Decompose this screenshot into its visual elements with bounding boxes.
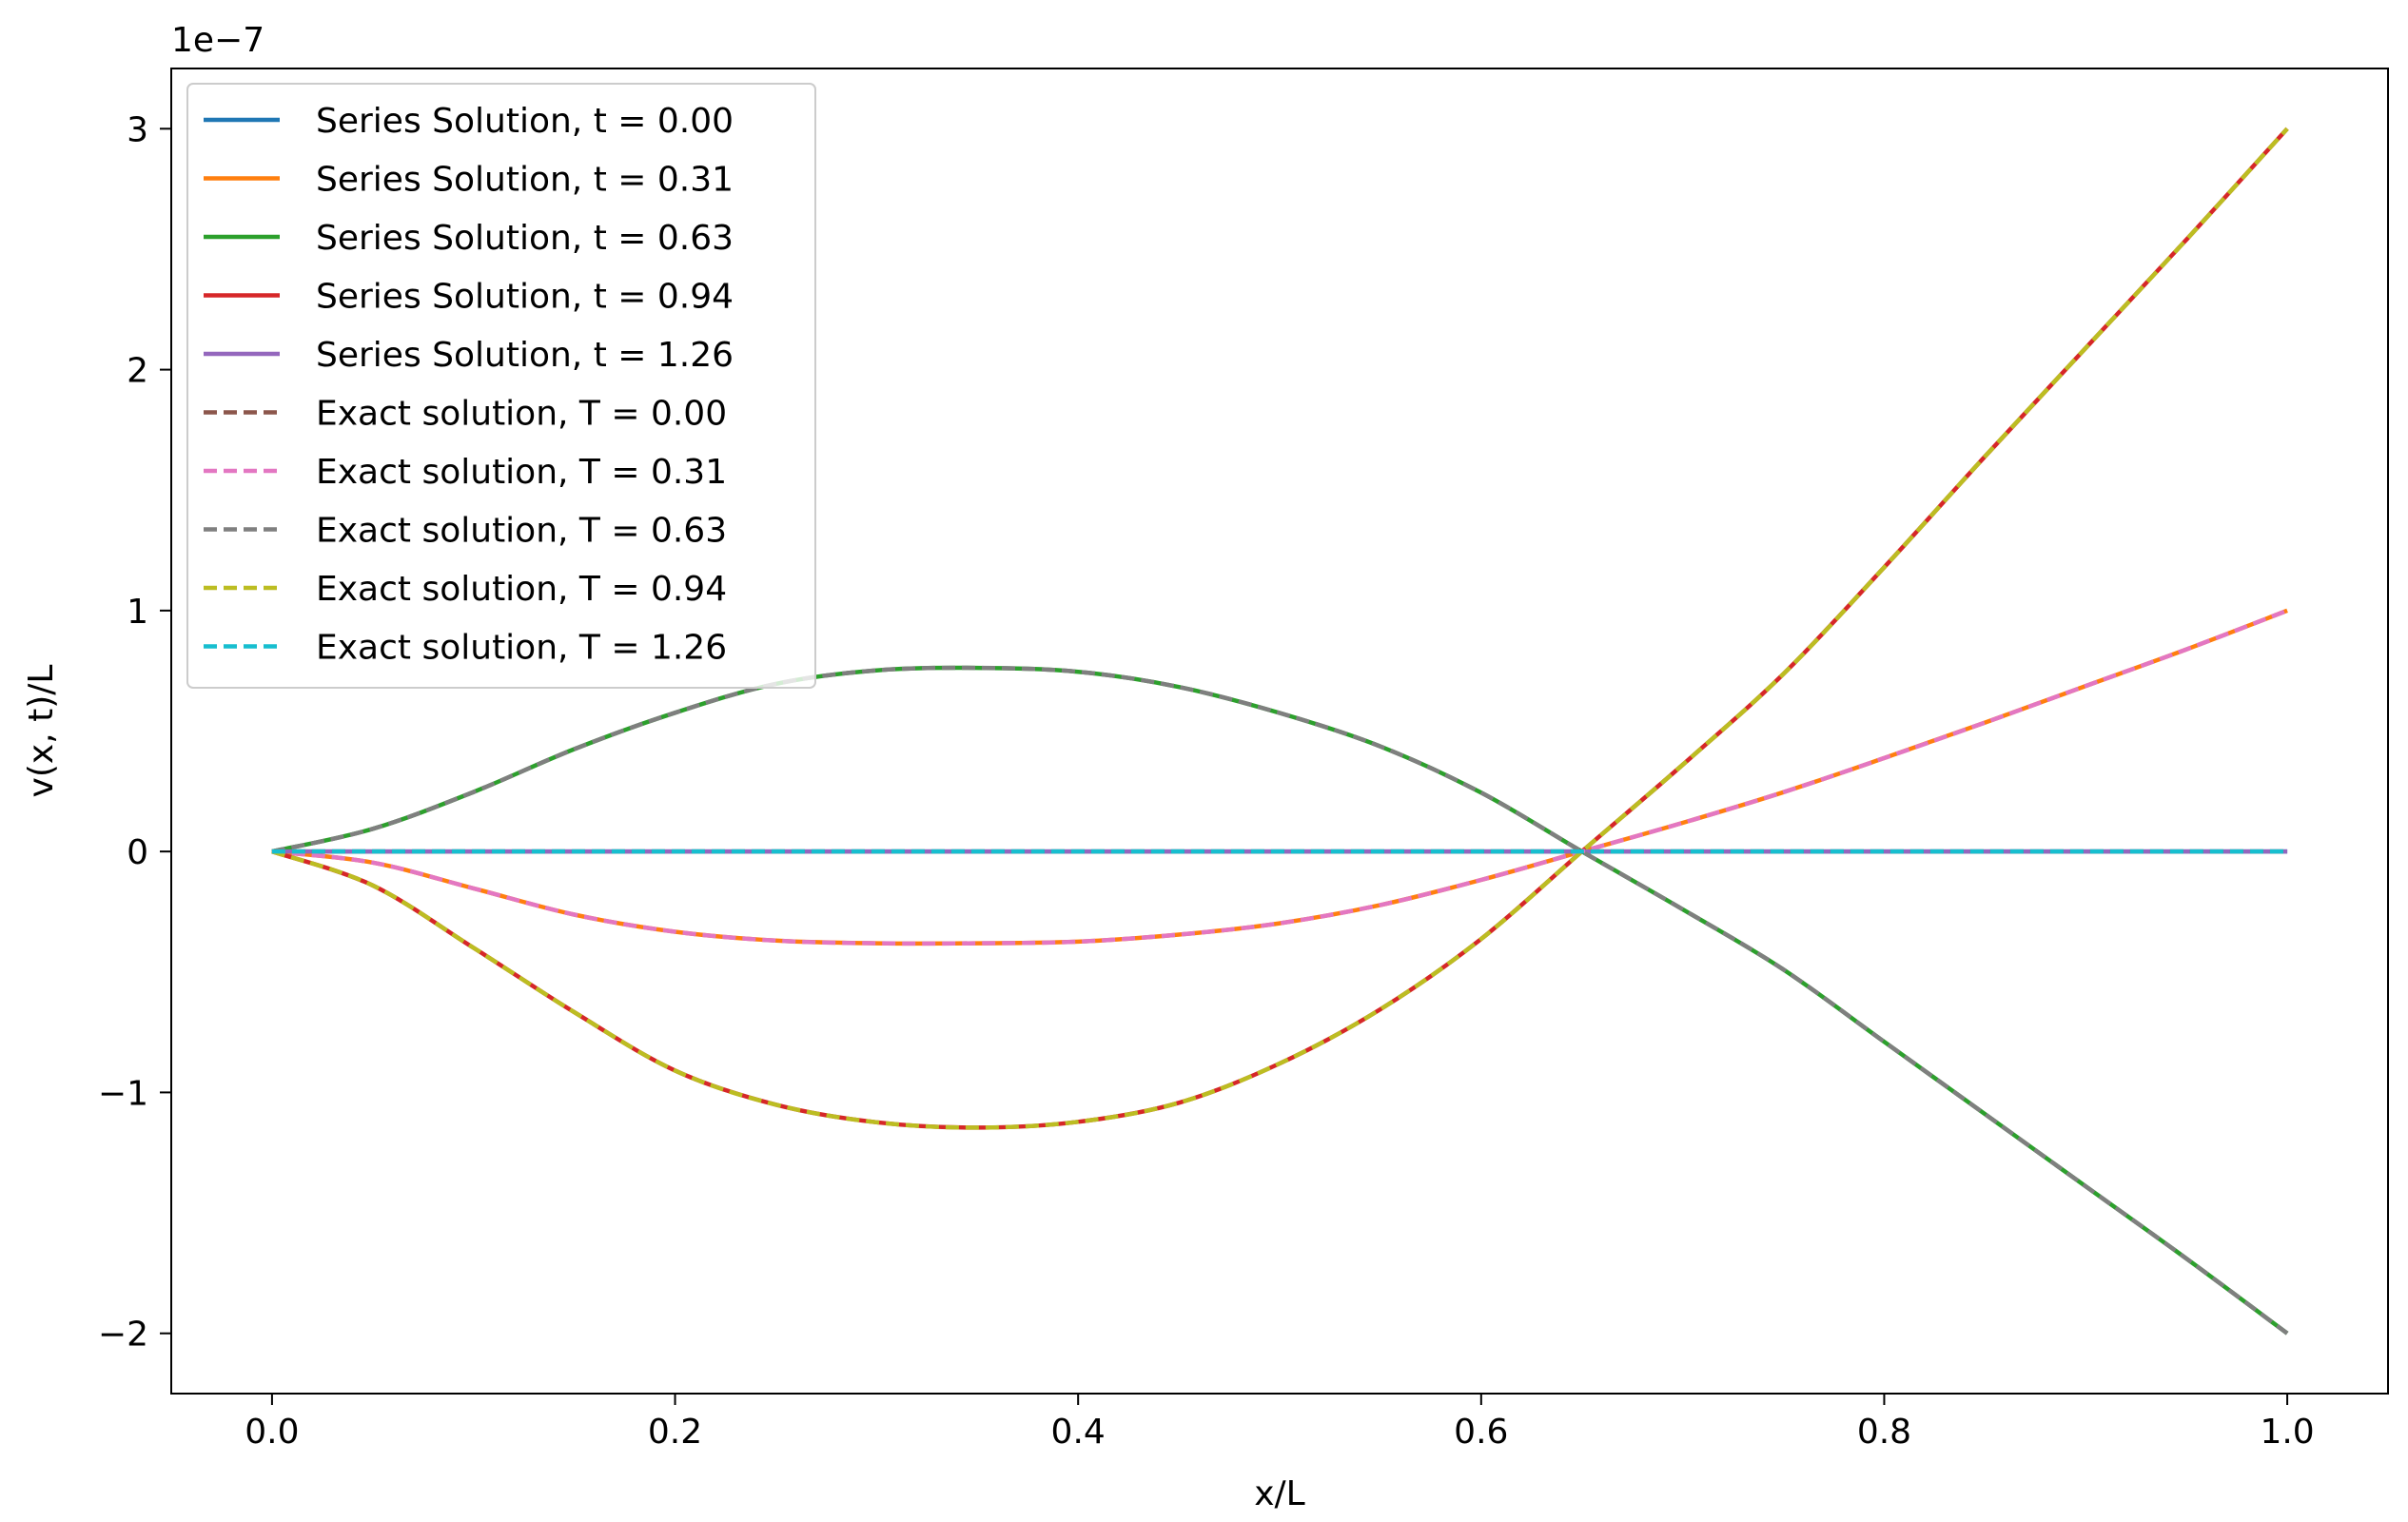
x-tick-label: 0.4 (1051, 1413, 1106, 1452)
y-tick-label: −1 (98, 1074, 148, 1113)
legend: Series Solution, t = 0.00 Series Solution… (186, 83, 816, 689)
legend-label: Series Solution, t = 0.00 (316, 102, 734, 141)
legend-label: Series Solution, t = 0.94 (316, 278, 734, 317)
y-tick-label: 1 (127, 593, 148, 632)
x-tick-label: 1.0 (2260, 1413, 2314, 1452)
y-tick-label: 0 (127, 833, 148, 872)
legend-item: Exact solution, T = 1.26 (204, 629, 727, 668)
x-tick-label: 0.0 (245, 1413, 299, 1452)
legend-label: Exact solution, T = 0.31 (316, 453, 727, 492)
legend-item: Exact solution, T = 0.94 (204, 570, 727, 609)
series-line-8 (271, 127, 2289, 1130)
legend-item: Exact solution, T = 0.63 (204, 512, 727, 551)
legend-item: Series Solution, t = 1.26 (204, 336, 734, 375)
legend-label: Series Solution, t = 1.26 (316, 336, 734, 375)
x-tick-label: 0.8 (1857, 1413, 1911, 1452)
series-layer (271, 127, 2289, 1336)
y-axis-ticks: −2 −1 0 1 2 3 (98, 110, 171, 1355)
x-tick-label: 0.2 (648, 1413, 702, 1452)
legend-label: Exact solution, T = 0.00 (316, 395, 727, 434)
legend-label: Exact solution, T = 0.63 (316, 512, 727, 551)
legend-label: Series Solution, t = 0.63 (316, 219, 734, 258)
legend-label: Exact solution, T = 0.94 (316, 570, 727, 609)
legend-item: Exact solution, T = 0.31 (204, 453, 727, 492)
plot-area-frame (170, 68, 2389, 1395)
legend-item: Series Solution, t = 0.31 (204, 161, 734, 200)
legend-item: Exact solution, T = 0.00 (204, 395, 727, 434)
legend-label: Series Solution, t = 0.31 (316, 161, 734, 200)
legend-item: Series Solution, t = 0.94 (204, 278, 734, 317)
legend-item: Series Solution, t = 0.00 (204, 102, 734, 141)
legend-label: Exact solution, T = 1.26 (316, 629, 727, 668)
y-axis-label: v(x, t)/L (22, 665, 61, 798)
y-tick-label: 3 (127, 110, 148, 149)
legend-box (186, 83, 816, 689)
x-tick-label: 0.6 (1454, 1413, 1508, 1452)
y-tick-label: 2 (127, 352, 148, 391)
y-axis-offset-label: 1e−7 (171, 21, 264, 60)
y-tick-label: −2 (98, 1316, 148, 1355)
legend-item: Series Solution, t = 0.63 (204, 219, 734, 258)
x-axis-ticks: 0.0 0.2 0.4 0.6 0.8 1.0 (245, 1394, 2315, 1452)
series-line-7 (271, 665, 2289, 1336)
series-line-6 (271, 608, 2288, 946)
x-axis-label: x/L (1254, 1474, 1305, 1513)
